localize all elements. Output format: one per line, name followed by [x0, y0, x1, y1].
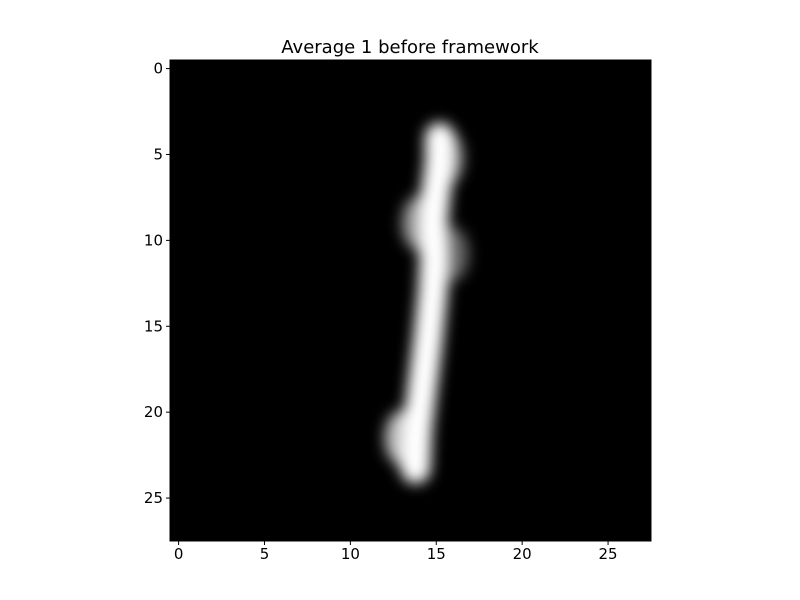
- intensity-blob: [401, 195, 437, 251]
- chart-title: Average 1 before framework: [281, 37, 539, 58]
- y-tick-label: 15: [144, 317, 163, 335]
- x-tick-label: 10: [341, 545, 360, 563]
- x-axis: 0 5 10 15 20 25: [174, 541, 618, 563]
- y-tick-label: 20: [144, 403, 163, 421]
- y-axis: 0 5 10 15 20 25: [144, 60, 170, 507]
- x-tick-label: 0: [174, 545, 184, 563]
- x-tick-label: 5: [260, 545, 270, 563]
- x-tick-label: 20: [513, 545, 532, 563]
- x-tick-label: 15: [427, 545, 446, 563]
- intensity-blob: [429, 130, 464, 186]
- heatmap-image: [384, 122, 469, 484]
- y-tick-label: 10: [144, 231, 163, 249]
- plot-frame: [169, 59, 652, 542]
- intensity-blob: [384, 410, 420, 466]
- y-tick-label: 0: [153, 60, 163, 78]
- y-tick-label: 5: [153, 145, 163, 163]
- x-tick-label: 25: [599, 545, 618, 563]
- intensity-blob: [434, 226, 469, 282]
- y-tick-label: 25: [144, 489, 163, 507]
